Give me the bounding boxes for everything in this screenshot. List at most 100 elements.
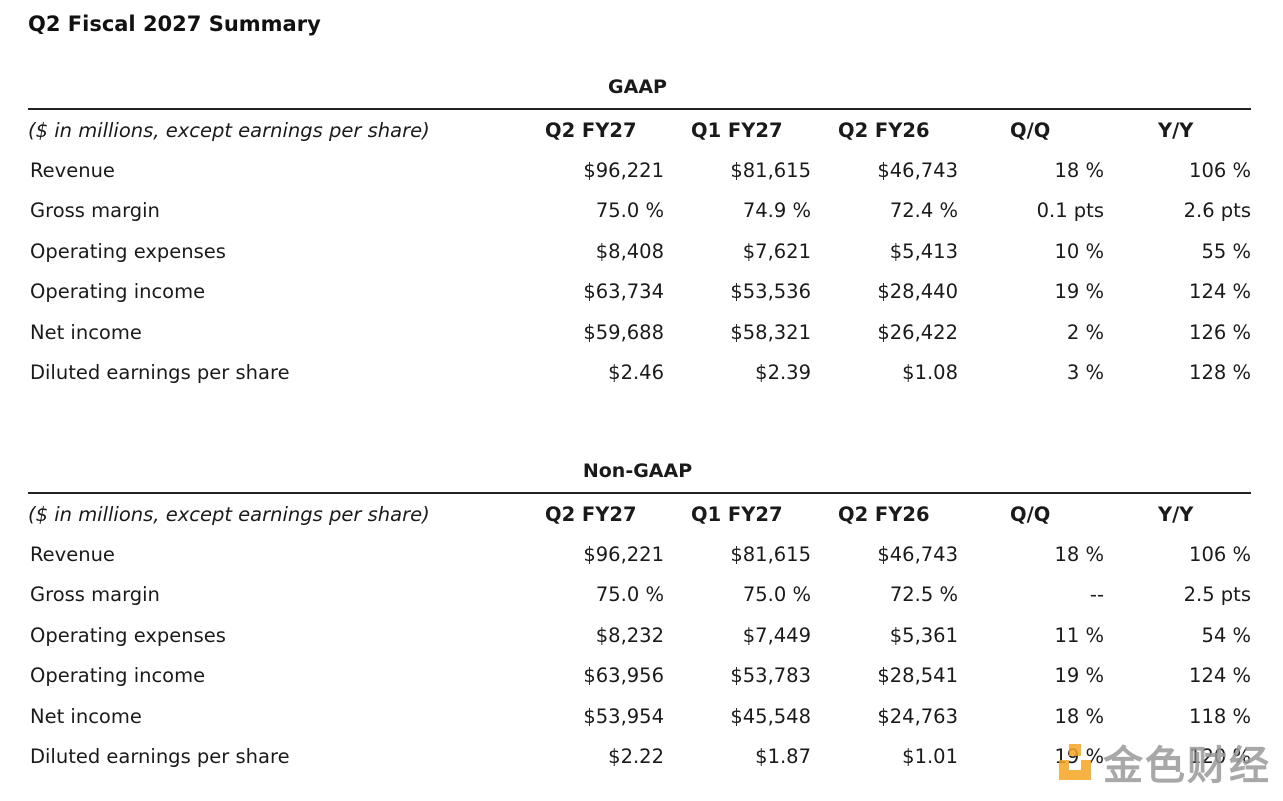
- table-cell: $1.08: [902, 361, 958, 385]
- table-cell: $63,734: [583, 280, 664, 304]
- table-cell: $8,408: [595, 239, 664, 263]
- table-row: Operating income $63,734 $53,536 $28,440…: [28, 272, 1251, 312]
- section-title-gaap: GAAP: [608, 76, 667, 98]
- gaap-section: GAAP ($ in millions, except earnings per…: [28, 74, 1251, 393]
- table-cell: 72.4 %: [889, 199, 958, 223]
- table-header-row: ($ in millions, except earnings per shar…: [28, 110, 1251, 150]
- column-header: Q/Q: [1010, 502, 1051, 526]
- watermark: 金色财经: [1055, 733, 1271, 791]
- table-cell: $46,743: [877, 543, 958, 567]
- table-cell: $53,954: [583, 704, 664, 728]
- table-cell: 10 %: [1054, 239, 1104, 263]
- row-label: Net income: [30, 704, 142, 728]
- table-cell: $1.87: [755, 745, 811, 769]
- section-title-non-gaap: Non-GAAP: [582, 460, 693, 482]
- table-row: Gross margin 75.0 % 75.0 % 72.5 % -- 2.5…: [28, 575, 1251, 615]
- column-header: Q/Q: [1010, 118, 1051, 142]
- table-cell: 2 %: [1066, 320, 1104, 344]
- page-title: Q2 Fiscal 2027 Summary: [28, 12, 321, 36]
- table-row: Diluted earnings per share $2.46 $2.39 $…: [28, 352, 1251, 392]
- table-cell: $96,221: [583, 159, 664, 183]
- table-row: Operating expenses $8,408 $7,621 $5,413 …: [28, 231, 1251, 271]
- table-cell: $7,449: [742, 623, 811, 647]
- non-gaap-table: ($ in millions, except earnings per shar…: [28, 494, 1251, 777]
- table-cell: 0.1 pts: [1036, 199, 1104, 223]
- table-cell: 118 %: [1189, 704, 1251, 728]
- row-label: Operating income: [30, 280, 206, 304]
- table-cell: $81,615: [730, 159, 811, 183]
- row-label: Operating expenses: [30, 623, 226, 647]
- table-cell: $28,541: [877, 664, 958, 688]
- table-cell: $96,221: [583, 543, 664, 567]
- table-row: Net income $59,688 $58,321 $26,422 2 % 1…: [28, 312, 1251, 352]
- gaap-table: ($ in millions, except earnings per shar…: [28, 110, 1251, 393]
- table-cell: 126 %: [1189, 320, 1251, 344]
- section-divider: [28, 492, 1251, 494]
- column-header: Q2 FY27: [545, 502, 637, 526]
- table-row: Gross margin 75.0 % 74.9 % 72.4 % 0.1 pt…: [28, 191, 1251, 231]
- table-cell: $45,548: [730, 704, 811, 728]
- table-cell: $5,413: [889, 239, 958, 263]
- column-header: Q1 FY27: [691, 502, 783, 526]
- table-cell: $5,361: [889, 623, 958, 647]
- table-cell: 18 %: [1054, 159, 1104, 183]
- column-header: Y/Y: [1158, 502, 1194, 526]
- column-header: Q2 FY26: [838, 502, 930, 526]
- table-cell: 128 %: [1189, 361, 1251, 385]
- table-cell: $26,422: [877, 320, 958, 344]
- units-note: ($ in millions, except earnings per shar…: [28, 502, 430, 526]
- row-label: Diluted earnings per share: [30, 361, 290, 385]
- watermark-text: 金色财经: [1103, 743, 1271, 789]
- table-cell: $58,321: [730, 320, 811, 344]
- table-cell: 18 %: [1054, 543, 1104, 567]
- table-cell: 75.0 %: [595, 199, 664, 223]
- table-cell: 19 %: [1054, 280, 1104, 304]
- row-label: Gross margin: [30, 199, 160, 223]
- row-label: Operating income: [30, 664, 206, 688]
- table-cell: 74.9 %: [742, 199, 811, 223]
- table-cell: $81,615: [730, 543, 811, 567]
- table-cell: $46,743: [877, 159, 958, 183]
- table-cell: 54 %: [1201, 623, 1251, 647]
- table-cell: 11 %: [1054, 623, 1104, 647]
- table-cell: $24,763: [877, 704, 958, 728]
- table-cell: 120 %: [1189, 745, 1251, 769]
- section-divider: [28, 108, 1251, 110]
- table-cell: $1.01: [902, 745, 958, 769]
- table-row: Revenue $96,221 $81,615 $46,743 18 % 106…: [28, 534, 1251, 574]
- column-header: Q2 FY26: [838, 118, 930, 142]
- row-label: Operating expenses: [30, 239, 226, 263]
- row-label: Net income: [30, 320, 142, 344]
- table-cell: $63,956: [583, 664, 664, 688]
- table-cell: $53,536: [730, 280, 811, 304]
- non-gaap-section: Non-GAAP ($ in millions, except earnings…: [28, 458, 1251, 777]
- column-header: Q2 FY27: [545, 118, 637, 142]
- table-cell: $2.22: [608, 745, 664, 769]
- table-cell: 18 %: [1054, 704, 1104, 728]
- table-cell: $28,440: [877, 280, 958, 304]
- row-label: Gross margin: [30, 583, 160, 607]
- table-cell: 2.6 pts: [1183, 199, 1251, 223]
- table-row: Diluted earnings per share $2.22 $1.87 $…: [28, 736, 1251, 776]
- table-cell: 75.0 %: [742, 583, 811, 607]
- table-cell: $2.46: [608, 361, 664, 385]
- table-cell: 124 %: [1189, 664, 1251, 688]
- table-cell: $7,621: [742, 239, 811, 263]
- table-row: Operating expenses $8,232 $7,449 $5,361 …: [28, 615, 1251, 655]
- table-cell: 3 %: [1066, 361, 1104, 385]
- table-row: Operating income $63,956 $53,783 $28,541…: [28, 656, 1251, 696]
- table-cell: $2.39: [755, 361, 811, 385]
- column-header: Y/Y: [1158, 118, 1194, 142]
- table-cell: $53,783: [730, 664, 811, 688]
- table-cell: 72.5 %: [889, 583, 958, 607]
- jinse-logo-icon: [1055, 742, 1095, 782]
- table-cell: 106 %: [1189, 159, 1251, 183]
- table-cell: 106 %: [1189, 543, 1251, 567]
- table-cell: 19 %: [1054, 664, 1104, 688]
- table-header-row: ($ in millions, except earnings per shar…: [28, 494, 1251, 534]
- table-row: Revenue $96,221 $81,615 $46,743 18 % 106…: [28, 150, 1251, 190]
- table-cell: --: [1089, 583, 1104, 607]
- row-label: Revenue: [30, 159, 115, 183]
- table-cell: 2.5 pts: [1183, 583, 1251, 607]
- table-cell: 55 %: [1201, 239, 1251, 263]
